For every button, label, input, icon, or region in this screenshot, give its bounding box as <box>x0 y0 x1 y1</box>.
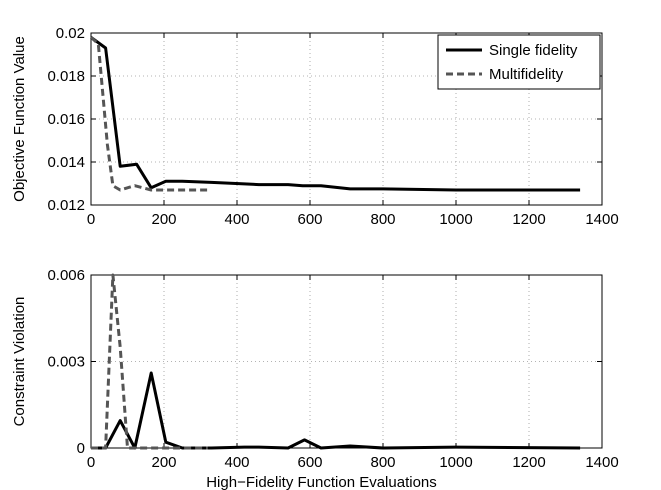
x-tick-label: 600 <box>297 211 322 228</box>
y-tick-label: 0 <box>77 440 85 457</box>
y-tick-label: 0.006 <box>47 267 85 284</box>
x-tick-label: 1200 <box>512 454 545 471</box>
x-tick-label: 0 <box>87 211 95 228</box>
legend-box <box>437 34 601 90</box>
x-tick-label: 1000 <box>439 454 472 471</box>
y-tick-label: 0.016 <box>47 111 85 128</box>
x-tick-label: 800 <box>370 454 395 471</box>
series-line-multifidelity <box>91 273 208 450</box>
series-line-single-fidelity <box>91 371 581 450</box>
y-tick-label: 0.018 <box>47 68 85 85</box>
x-tick-label: 400 <box>224 454 249 471</box>
chart-panel-0: 0 200 400 600 800 1000 1200 1400 0.012 0.014 0.016… <box>11 25 619 228</box>
series-line-multifidelity <box>90 36 208 192</box>
x-tick-label: 1400 <box>585 454 618 471</box>
y-axis-label: Constraint Violation <box>11 297 28 427</box>
y-tick-label: 0.014 <box>47 154 85 171</box>
y-tick-label: 0.02 <box>56 25 85 42</box>
x-tick-label: 600 <box>297 454 322 471</box>
y-tick-label: 0.012 <box>47 197 85 214</box>
series-line-single-fidelity <box>90 36 581 192</box>
y-tick-label: 0.003 <box>47 354 85 371</box>
legend-label: Single fidelity <box>489 42 578 59</box>
legend: Single fidelity Multifidelity <box>437 34 601 90</box>
x-tick-label: 1200 <box>512 211 545 228</box>
legend-label: Multifidelity <box>489 66 564 83</box>
x-tick-label: 0 <box>87 454 95 471</box>
x-tick-label: 200 <box>151 211 176 228</box>
x-tick-label: 800 <box>370 211 395 228</box>
x-axis-label: High−Fidelity Function Evaluations <box>206 474 437 490</box>
x-tick-label: 400 <box>224 211 249 228</box>
x-tick-label: 1000 <box>439 211 472 228</box>
x-tick-label: 1400 <box>585 211 618 228</box>
chart-panel-1: 0 200 400 600 800 1000 1200 1400 0 0.003 0.006 Cons… <box>11 267 619 490</box>
y-axis-label: Objective Function Value <box>11 36 28 202</box>
x-tick-label: 200 <box>151 454 176 471</box>
